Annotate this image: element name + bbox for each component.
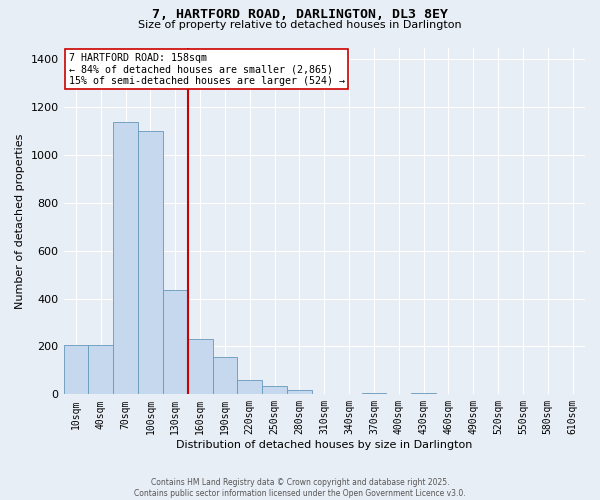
Bar [64,346,88,395]
Bar [362,393,386,394]
Bar [113,122,138,394]
Bar [238,380,262,394]
Text: Contains HM Land Registry data © Crown copyright and database right 2025.
Contai: Contains HM Land Registry data © Crown c… [134,478,466,498]
Bar [88,346,113,395]
Bar [188,340,212,394]
Bar [411,393,436,394]
Y-axis label: Number of detached properties: Number of detached properties [15,133,25,308]
X-axis label: Distribution of detached houses by size in Darlington: Distribution of detached houses by size … [176,440,472,450]
Bar [212,358,238,395]
Bar [163,290,188,395]
Text: 7, HARTFORD ROAD, DARLINGTON, DL3 8EY: 7, HARTFORD ROAD, DARLINGTON, DL3 8EY [152,8,448,20]
Bar [287,390,312,394]
Text: Size of property relative to detached houses in Darlington: Size of property relative to detached ho… [138,20,462,30]
Bar [138,131,163,394]
Text: 7 HARTFORD ROAD: 158sqm
← 84% of detached houses are smaller (2,865)
15% of semi: 7 HARTFORD ROAD: 158sqm ← 84% of detache… [69,52,345,86]
Bar [262,386,287,394]
